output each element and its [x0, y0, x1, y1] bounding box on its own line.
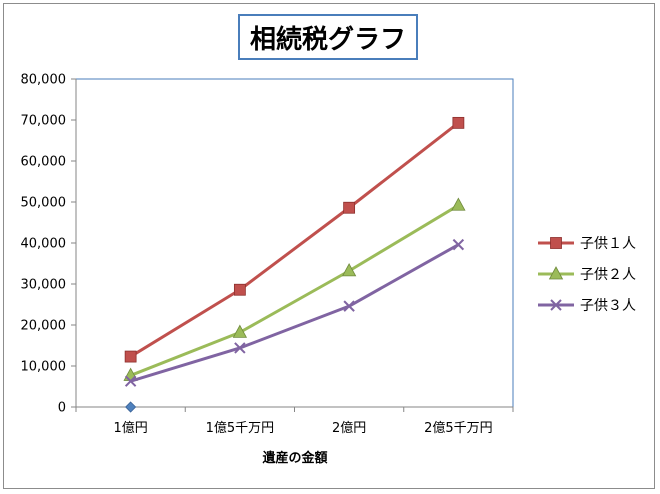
y-tick-label: 80,000	[21, 73, 67, 88]
series-line	[130, 203, 460, 377]
data-point	[451, 197, 466, 211]
y-tick-label: 20,000	[21, 319, 67, 334]
data-point	[452, 116, 465, 129]
legend-label: 子供３人	[580, 298, 636, 314]
data-point	[124, 350, 137, 363]
marker-stroke	[550, 299, 562, 311]
marker-stroke	[234, 342, 246, 354]
x-tick-label: 1億5千万円	[206, 420, 275, 436]
plot-area-border	[75, 78, 514, 408]
y-tick-label: 30,000	[21, 278, 67, 293]
x-axis-label: 遺産の金額	[261, 450, 327, 466]
extra-data-point	[125, 401, 137, 413]
y-tick-label: 60,000	[21, 155, 67, 170]
legend-entry: 子供３人	[538, 298, 636, 314]
x-tick-label: 2億5千万円	[424, 420, 493, 436]
legend-label: 子供１人	[580, 236, 636, 252]
data-point	[232, 324, 248, 338]
legend-entry: 子供１人	[538, 236, 636, 252]
legend-marker	[550, 299, 562, 311]
y-tick-label: 0	[58, 401, 66, 416]
series-3	[124, 238, 465, 387]
series-line	[129, 121, 460, 358]
data-point	[124, 375, 137, 387]
marker-stroke	[452, 238, 465, 251]
chart-frame	[3, 3, 655, 489]
chart-title: 相続税グラフ	[238, 14, 418, 60]
series-1	[124, 116, 465, 363]
x-tick-label: 1億円	[113, 420, 147, 436]
y-tick-label: 70,000	[21, 114, 67, 129]
data-point	[233, 283, 246, 296]
data-point	[341, 263, 357, 277]
x-tick-label: 2億円	[332, 420, 366, 436]
marker-stroke	[124, 375, 137, 387]
data-point	[343, 201, 356, 214]
data-point	[234, 342, 246, 354]
legend-marker	[550, 237, 562, 249]
marker-stroke	[343, 300, 355, 312]
legend-label: 子供２人	[580, 267, 636, 283]
legend-marker	[548, 266, 564, 280]
series-2	[123, 197, 466, 381]
data-point	[452, 238, 465, 251]
data-point	[343, 300, 355, 312]
legend-entry: 子供２人	[538, 266, 636, 283]
y-tick-label: 40,000	[21, 237, 67, 252]
y-tick-label: 50,000	[21, 196, 67, 211]
y-tick-label: 10,000	[21, 360, 67, 375]
series-line	[130, 243, 460, 383]
